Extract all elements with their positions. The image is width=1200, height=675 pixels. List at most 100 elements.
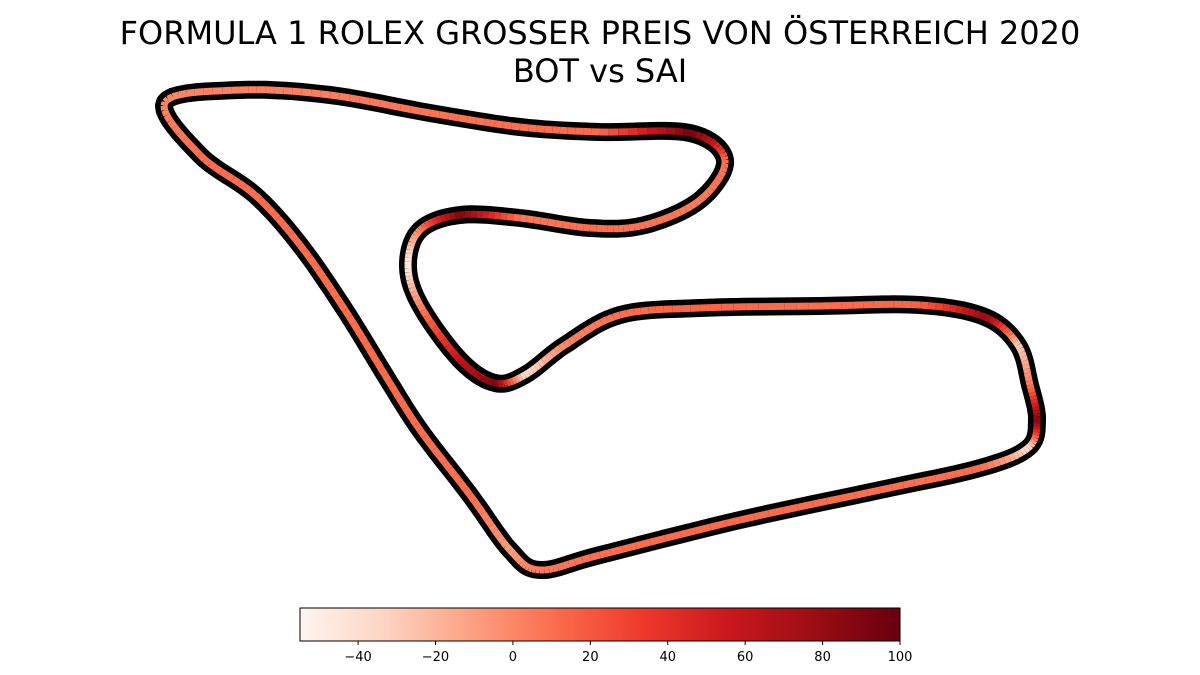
track-segment (549, 348, 559, 358)
track-segment (576, 223, 585, 231)
track-segment (553, 345, 563, 355)
track-segment (567, 335, 577, 345)
track-segment (675, 127, 684, 136)
track-segment (719, 151, 728, 159)
track-segment (913, 477, 927, 487)
track-segment (419, 308, 430, 318)
track-segment (715, 173, 724, 182)
track-segment (166, 93, 175, 103)
track-segment (346, 314, 357, 326)
track-segment (427, 218, 435, 227)
track-segment (633, 222, 641, 231)
track-segment (410, 290, 419, 298)
track-segment (288, 231, 299, 242)
track-segment (319, 274, 331, 286)
track-segment (419, 107, 431, 117)
track-segment (407, 241, 416, 248)
track-segment (292, 237, 303, 248)
track-segment (644, 220, 652, 229)
track-segment (678, 206, 688, 216)
track-segment (408, 237, 417, 244)
track-segment (1002, 326, 1011, 335)
track-segment (569, 222, 578, 231)
track-segment (337, 301, 348, 312)
track-segment (1003, 455, 1011, 464)
track-segment (420, 222, 428, 231)
colorbar-tick-label: 40 (659, 650, 676, 665)
track-segment (413, 422, 423, 432)
track-segment (992, 458, 1001, 468)
track-segment (973, 310, 982, 319)
track-segment (612, 311, 622, 321)
track-segment (1014, 343, 1024, 351)
track-segment (717, 169, 727, 178)
track-segment (178, 89, 188, 99)
track-segment (563, 338, 572, 348)
track-segment (404, 271, 413, 277)
track-segment (197, 152, 208, 163)
track-segment (661, 214, 670, 223)
track-segment (414, 227, 423, 236)
track-segment (395, 395, 405, 405)
track-segment (493, 120, 504, 129)
track-segment (811, 497, 828, 508)
track-segment (567, 558, 577, 568)
track-segment (712, 141, 721, 150)
track-segment (927, 302, 937, 310)
track-segment (461, 361, 470, 370)
track-segment (399, 104, 412, 113)
track-segment (524, 563, 531, 571)
track-segment (1027, 387, 1036, 394)
track-segment (1023, 368, 1031, 374)
track-segment (593, 319, 603, 329)
track-segment (503, 379, 508, 388)
colorbar-tick-label: 0 (509, 650, 517, 665)
track-segment (468, 367, 477, 376)
track-segment (649, 535, 666, 546)
track-segment (513, 375, 520, 384)
track-segment (431, 446, 443, 458)
track-segment (694, 131, 703, 140)
track-segment (537, 358, 546, 368)
track-segment (715, 144, 724, 153)
track-segment (521, 561, 529, 570)
colorbar-tick-label: 60 (737, 650, 754, 665)
track-segment (599, 316, 609, 326)
track-segment (266, 206, 277, 216)
track-segment (350, 321, 361, 332)
track-segment (389, 102, 402, 111)
track-segment (236, 179, 247, 190)
track-segment (667, 211, 676, 221)
track-segment (533, 361, 542, 371)
track-segment (279, 221, 290, 231)
track-segment (162, 96, 171, 105)
track-segment (342, 308, 353, 319)
track-segment (556, 562, 565, 571)
track-segment (529, 364, 538, 374)
track-segment (406, 278, 415, 285)
track-segment (213, 164, 223, 175)
track-segment (1019, 355, 1028, 362)
track-segment (528, 124, 537, 133)
track-segment (986, 460, 995, 470)
track-segment (704, 135, 713, 145)
track-segment (467, 492, 478, 504)
track-segment (1032, 409, 1041, 415)
track-segment (490, 378, 496, 387)
track-segment (479, 374, 487, 383)
track-segment (475, 117, 486, 126)
track-segment (506, 213, 514, 221)
track-segment (664, 531, 682, 542)
track-segment (701, 190, 711, 200)
track-segment (712, 178, 721, 187)
track-segment (526, 215, 535, 224)
track-segment (605, 313, 615, 323)
track-segment (689, 129, 697, 138)
track-segment (562, 221, 571, 230)
track-segment (185, 88, 196, 97)
track-segment (879, 484, 893, 494)
track-segment (655, 216, 664, 225)
track-segment (457, 114, 468, 123)
track-segment (516, 557, 524, 565)
track-segment (1016, 347, 1025, 354)
